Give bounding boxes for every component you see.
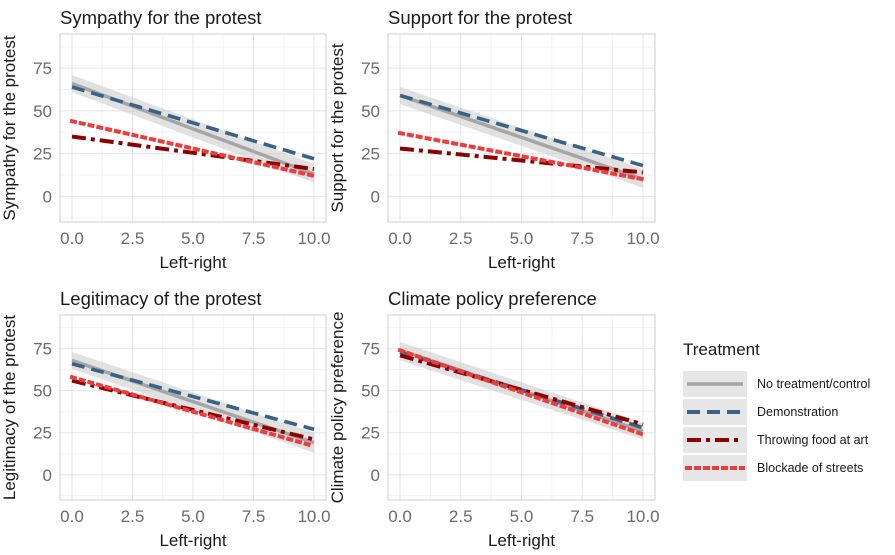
- panel-title: Climate policy preference: [388, 288, 597, 309]
- y-axis-label: Support for the protest: [328, 43, 347, 212]
- legend-item: Demonstration: [683, 398, 888, 426]
- legend-label: Demonstration: [757, 405, 838, 419]
- y-tick-label: 75: [33, 59, 52, 78]
- legend-label: Throwing food at art: [757, 433, 868, 447]
- x-tick-label: 2.5: [121, 507, 145, 526]
- x-tick-label: 10.0: [297, 229, 330, 248]
- x-tick-label: 0.0: [388, 229, 412, 248]
- legend-key-icon: [683, 427, 747, 453]
- x-tick-label: 10.0: [626, 507, 659, 526]
- x-axis-label: Left-right: [159, 531, 226, 550]
- y-axis-label: Legitimacy of the protest: [0, 315, 19, 500]
- legend-title: Treatment: [683, 340, 888, 360]
- legend-key-icon: [683, 455, 747, 481]
- chart-panel: 0.0 2.5 5.0 7.5 10.0 0 25 50 75 Support for the p…: [328, 7, 660, 272]
- y-tick-label: 25: [33, 145, 52, 164]
- x-tick-label: 7.5: [570, 229, 594, 248]
- y-tick-label: 25: [33, 424, 52, 443]
- legend-key-icon: [683, 399, 747, 425]
- x-tick-label: 7.5: [242, 507, 266, 526]
- y-tick-label: 50: [361, 382, 380, 401]
- y-tick-label: 0: [371, 466, 380, 485]
- x-tick-label: 5.0: [181, 507, 205, 526]
- legend-key-icon: [683, 371, 747, 397]
- y-tick-label: 50: [361, 102, 380, 121]
- y-axis-label: Sympathy for the protest: [0, 35, 19, 220]
- y-tick-label: 50: [33, 102, 52, 121]
- y-tick-label: 25: [361, 424, 380, 443]
- y-tick-label: 50: [33, 382, 52, 401]
- y-tick-label: 0: [371, 187, 380, 206]
- legend-label: Blockade of streets: [757, 461, 863, 475]
- x-tick-label: 2.5: [121, 229, 145, 248]
- y-tick-label: 0: [43, 466, 52, 485]
- panel-title: Sympathy for the protest: [60, 7, 262, 28]
- chart-panel: 0.0 2.5 5.0 7.5 10.0 0 25 50 75 Climate policy pr…: [328, 288, 660, 550]
- panel-title: Legitimacy of the protest: [60, 288, 262, 309]
- y-tick-label: 75: [33, 340, 52, 359]
- x-tick-label: 7.5: [242, 229, 266, 248]
- legend-item: Throwing food at art: [683, 426, 888, 454]
- legend: Treatment No treatment/control Demonstra…: [683, 340, 888, 482]
- y-tick-label: 0: [43, 187, 52, 206]
- x-axis-label: Left-right: [488, 253, 555, 272]
- x-tick-label: 7.5: [570, 507, 594, 526]
- x-tick-label: 5.0: [181, 229, 205, 248]
- y-tick-label: 75: [361, 340, 380, 359]
- y-tick-label: 25: [361, 145, 380, 164]
- x-tick-label: 5.0: [510, 229, 534, 248]
- x-tick-label: 10.0: [297, 507, 330, 526]
- x-tick-label: 2.5: [449, 229, 473, 248]
- chart-panel: 0.0 2.5 5.0 7.5 10.0 0 25 50 75 Sympathy for the …: [0, 7, 331, 272]
- legend-item: No treatment/control: [683, 370, 888, 398]
- y-tick-label: 75: [361, 59, 380, 78]
- legend-item: Blockade of streets: [683, 454, 888, 482]
- x-tick-label: 2.5: [449, 507, 473, 526]
- x-tick-label: 5.0: [510, 507, 534, 526]
- x-axis-label: Left-right: [159, 253, 226, 272]
- panel-title: Support for the protest: [388, 7, 572, 28]
- legend-label: No treatment/control: [757, 377, 870, 391]
- y-axis-label: Climate policy preference: [328, 312, 347, 504]
- x-tick-label: 10.0: [626, 229, 659, 248]
- x-axis-label: Left-right: [488, 531, 555, 550]
- chart-panel: 0.0 2.5 5.0 7.5 10.0 0 25 50 75 Legitimacy of the…: [0, 288, 331, 550]
- x-tick-label: 0.0: [60, 507, 84, 526]
- x-tick-label: 0.0: [388, 507, 412, 526]
- x-tick-label: 0.0: [60, 229, 84, 248]
